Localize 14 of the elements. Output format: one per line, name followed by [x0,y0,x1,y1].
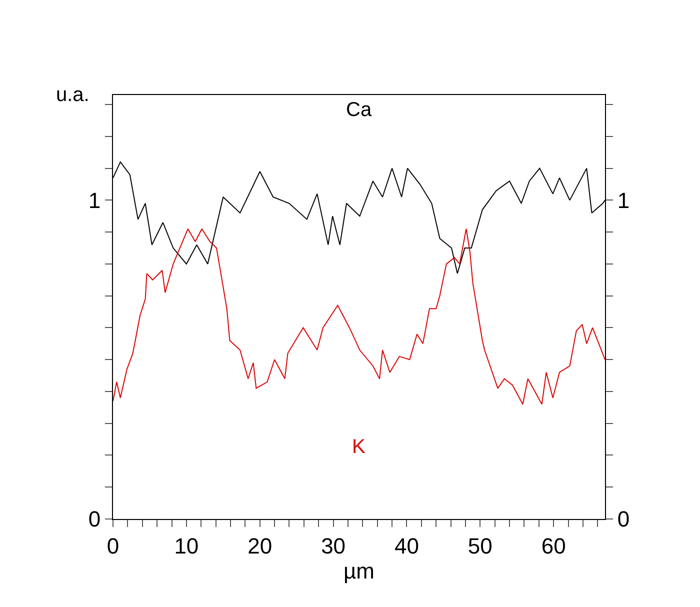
y2-tick-label: 1 [617,188,630,213]
x-tick-label: 0 [106,533,120,558]
y2-tick-label: 0 [617,506,630,532]
x-tick-label: 20 [248,533,272,558]
x-axis-title: µm [343,558,375,584]
text: Ca [346,99,372,121]
x-tick-label: 30 [321,533,346,558]
x-tick-label: 10 [174,533,199,558]
x-tick-label: 50 [468,533,492,558]
line-series [113,228,605,405]
text: K [352,436,366,458]
x-tick-label: 40 [394,533,419,558]
x-tick-label: 60 [541,533,566,558]
y-axis-title: u.a. [56,84,90,106]
